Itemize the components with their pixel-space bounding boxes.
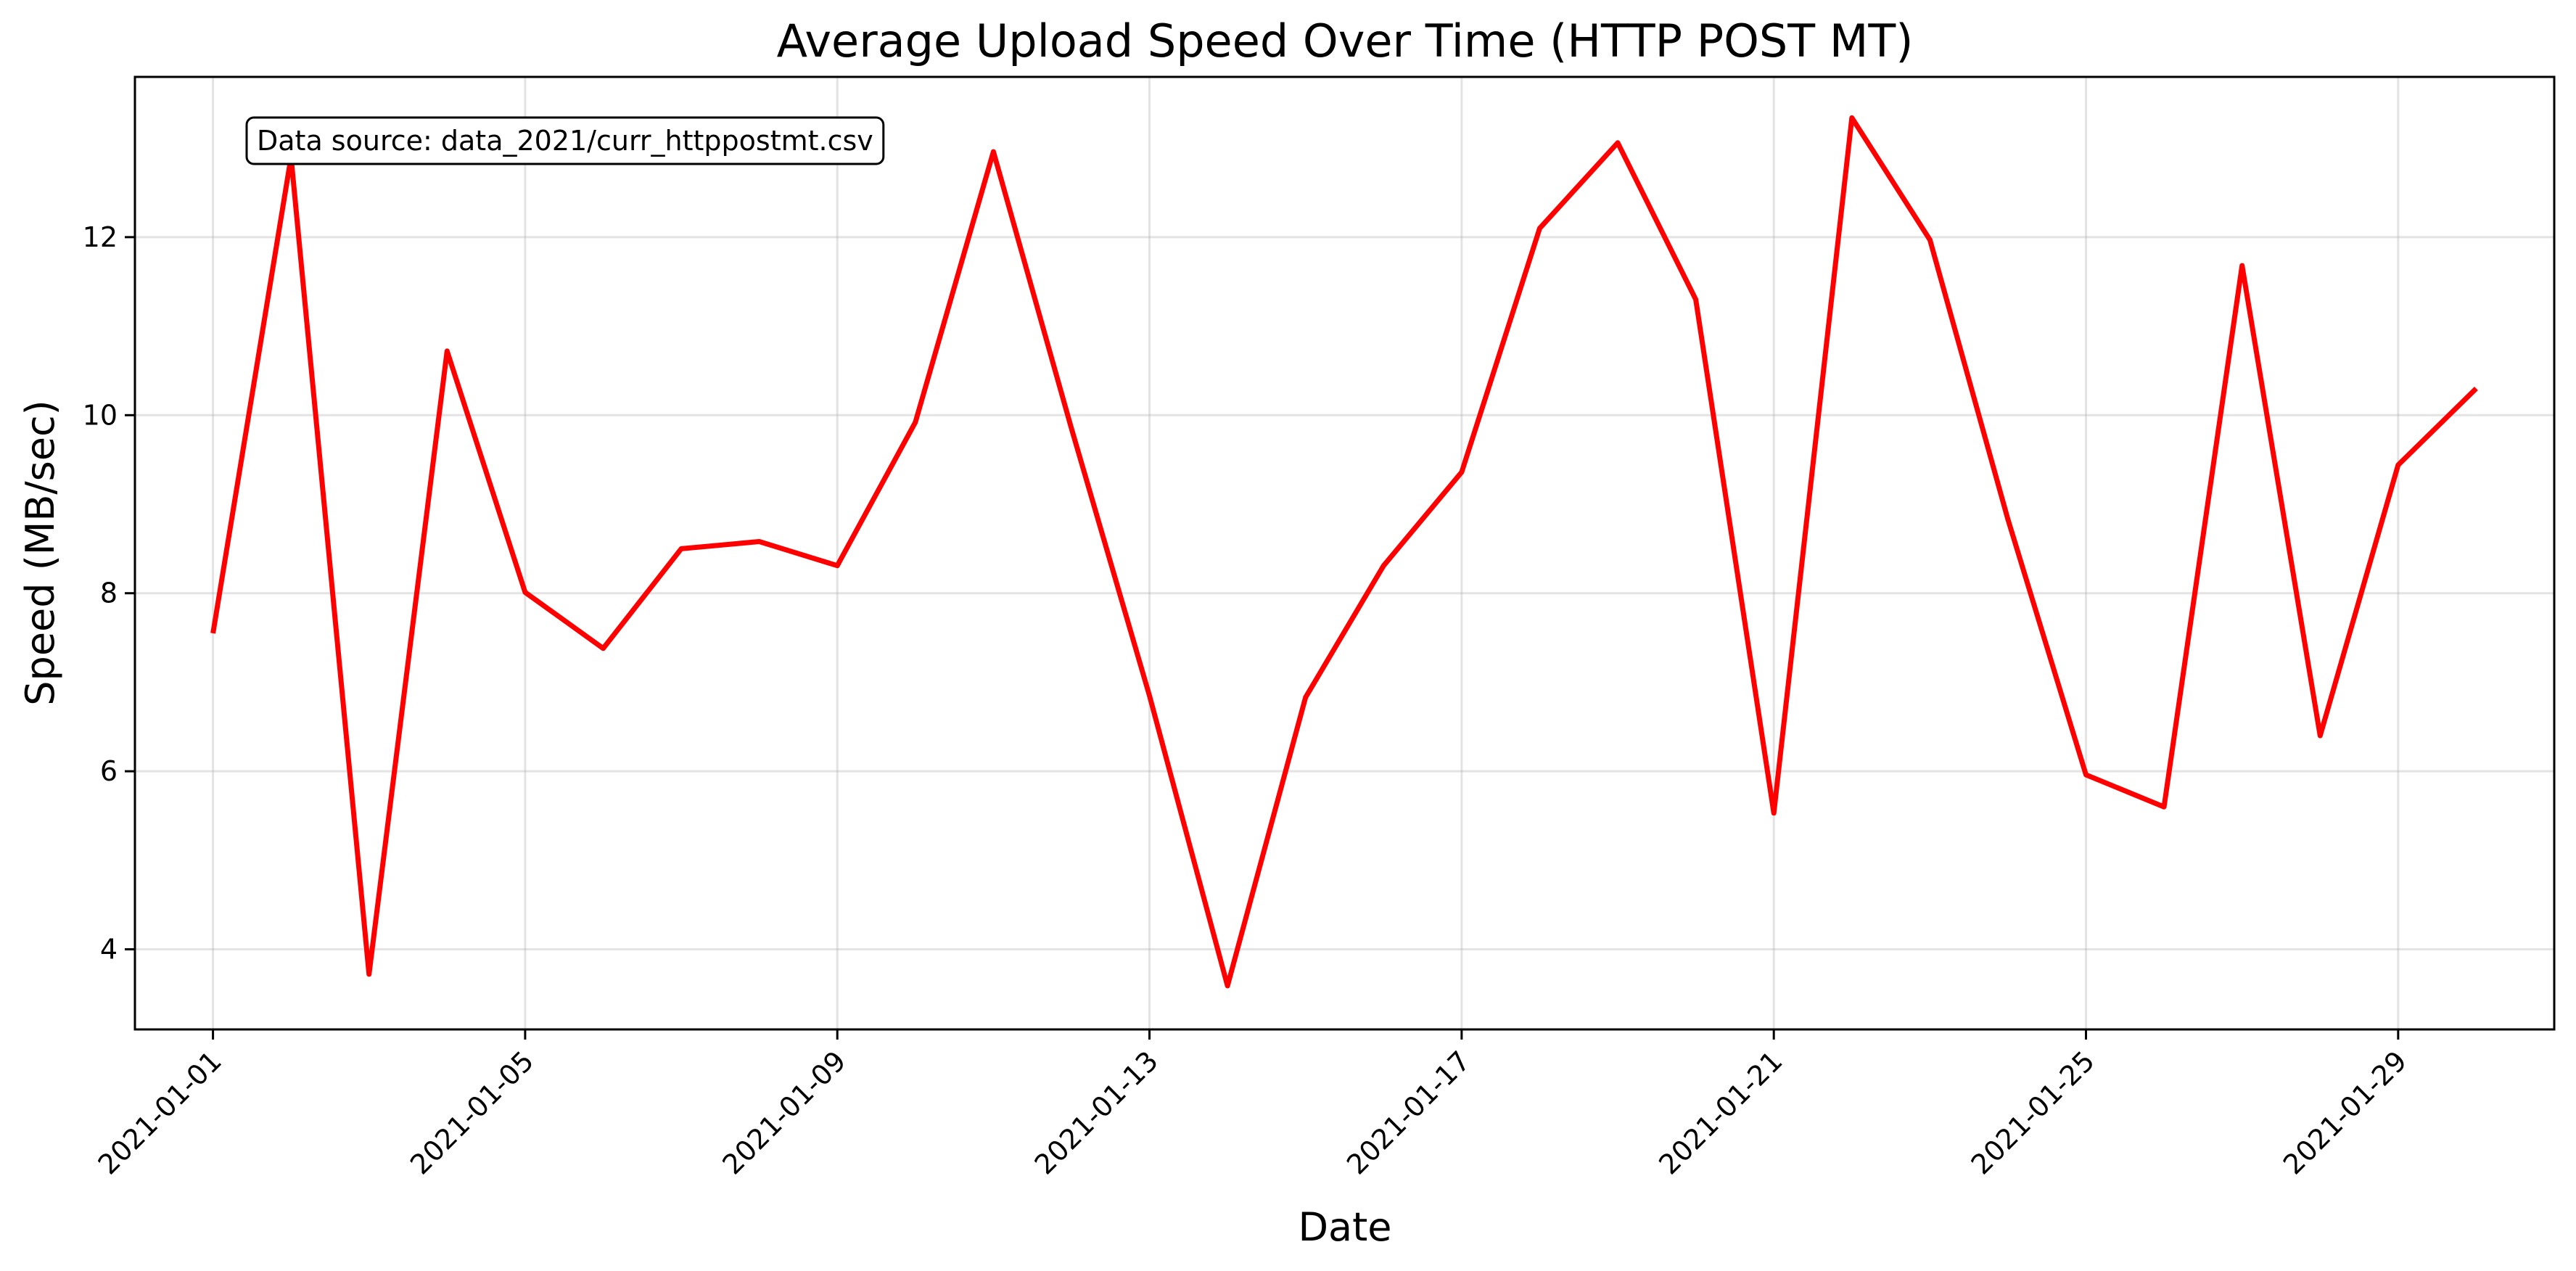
- y-tick-label: 4: [100, 934, 118, 966]
- plot-frame: [133, 75, 2556, 1031]
- y-tick-label: 12: [83, 221, 118, 253]
- y-tick-label: 8: [100, 577, 118, 609]
- y-axis-label: Speed (MB/sec): [17, 400, 63, 705]
- grid-lines: [135, 77, 2554, 1029]
- y-axis: 4 6 8 10 12: [83, 221, 135, 966]
- x-axis-label: Date: [1298, 1204, 1391, 1250]
- annotation-text: Data source: data_2021/curr_httppostmt.c…: [257, 125, 873, 157]
- series-line: [210, 115, 2478, 989]
- data-source-annotation: Data source: data_2021/curr_httppostmt.c…: [245, 116, 885, 165]
- chart-title: Average Upload Speed Over Time (HTTP POS…: [777, 15, 1914, 67]
- annotation-box: [245, 116, 885, 165]
- y-tick-label: 10: [83, 399, 118, 431]
- y-tick-label: 6: [100, 755, 118, 787]
